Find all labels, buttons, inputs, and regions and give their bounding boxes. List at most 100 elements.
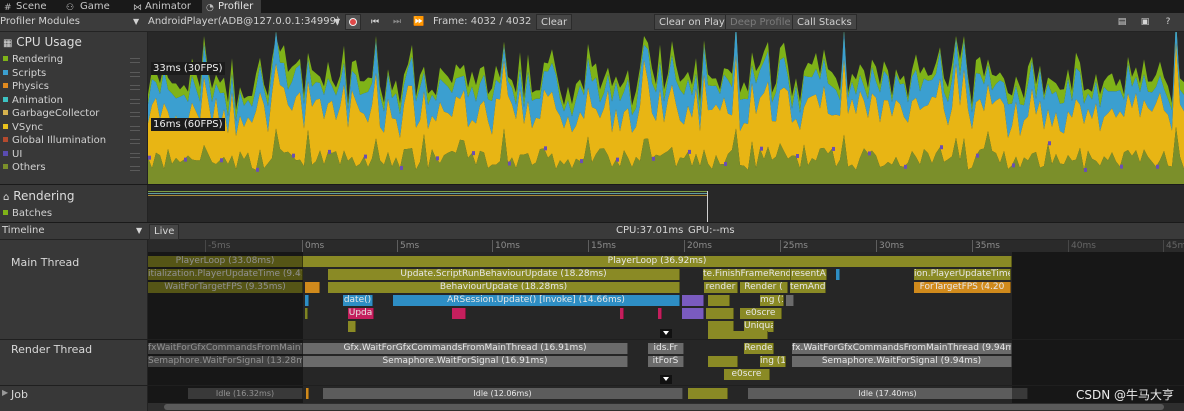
rendering-chart[interactable]	[148, 185, 1184, 222]
drag-handle-icon[interactable]	[130, 112, 140, 117]
timeline-sample[interactable]	[786, 295, 794, 306]
clear-on-play-toggle[interactable]: Clear on Play	[654, 14, 730, 30]
legend-item-animation[interactable]: Animation	[3, 94, 143, 108]
timeline-sample[interactable]: Idle (17.40ms)	[748, 388, 1028, 399]
tab-animator[interactable]: ⋈ Animator	[133, 1, 191, 13]
timeline-sample[interactable]: Uniqua	[744, 321, 774, 332]
timeline-sample[interactable]	[708, 321, 734, 332]
timeline-sample[interactable]: itialization.PlayerUpdateTime (9.41ms	[148, 269, 303, 280]
legend-item-scripts[interactable]: Scripts	[3, 67, 143, 81]
timeline-sample[interactable]: render	[704, 282, 738, 293]
timeline-sample[interactable]	[305, 308, 308, 319]
drag-handle-icon[interactable]	[130, 71, 140, 77]
job-thread-lane[interactable]: Idle (16.32ms) Idle (12.06ms) Idle (17.4…	[148, 386, 1184, 403]
timeline-sample[interactable]: Semaphore.WaitForSignal (16.91ms)	[303, 356, 628, 367]
timeline-sample[interactable]	[706, 308, 734, 319]
timeline-sample[interactable]: Gfx.WaitForGfxCommandsFromMainThread (16…	[303, 343, 628, 354]
timeline-sample[interactable]: date()	[343, 295, 373, 306]
timeline-sample[interactable]: ids.Fr	[648, 343, 684, 354]
timeline-sample[interactable]: mg (1.5	[760, 295, 784, 306]
timeline-sample[interactable]: te.FinishFrameRende	[703, 269, 791, 280]
drag-handle-icon[interactable]	[130, 166, 140, 171]
timeline-sample[interactable]	[348, 321, 356, 332]
record-button[interactable]	[345, 14, 361, 30]
legend-item-rendering[interactable]: Rendering	[3, 53, 143, 67]
timeline-sample[interactable]	[708, 295, 730, 306]
legend-item-global-illumination[interactable]: Global Illumination	[3, 134, 143, 148]
timeline-sample[interactable]	[708, 356, 738, 367]
drag-handle-icon[interactable]	[130, 125, 140, 131]
expand-stack-icon[interactable]	[660, 329, 672, 338]
save-button[interactable]: ▣	[1136, 14, 1154, 30]
timeline-sample[interactable]	[682, 295, 704, 306]
current-frame-button[interactable]: ⏩	[410, 14, 428, 30]
timeline-sample[interactable]: Upda	[348, 308, 374, 319]
timeline-sample[interactable]	[688, 388, 728, 399]
timeline-sample[interactable]: temAnd	[790, 282, 826, 293]
previous-frame-button[interactable]: ⏮	[366, 14, 384, 30]
cpu-usage-module-title[interactable]: ▦ CPU Usage	[3, 35, 82, 49]
render-thread-lane[interactable]: fxWaitForGfxCommandsFromMainThread ( Gfx…	[148, 340, 1184, 385]
timeline-sample[interactable]: itForS	[648, 356, 684, 367]
legend-item-vsync[interactable]: VSync	[3, 121, 143, 135]
timeline-sample[interactable]: resentA	[791, 269, 827, 280]
timeline-sample[interactable]: BehaviourUpdate (18.28ms)	[328, 282, 680, 293]
load-button[interactable]: ▤	[1113, 14, 1131, 30]
drag-handle-icon[interactable]	[130, 98, 140, 104]
timeline-sample[interactable]: Render (	[740, 282, 788, 293]
clear-button[interactable]: Clear	[536, 14, 573, 30]
timeline-sample[interactable]: ForTargetFPS (4.20	[914, 282, 1011, 293]
scrollbar-thumb[interactable]	[164, 404, 1164, 410]
timeline-sample[interactable]	[620, 308, 624, 319]
timeline-sample[interactable]	[452, 308, 466, 319]
timeline-sample[interactable]: Semaphore.WaitForSignal (13.28ms)	[148, 356, 303, 367]
timeline-sample[interactable]	[836, 269, 840, 280]
timeline-sample[interactable]: Rende	[744, 343, 774, 354]
timeline-sample[interactable]: PlayerLoop (36.92ms)	[303, 256, 1012, 267]
drag-handle-icon[interactable]	[130, 85, 140, 90]
timeline-sample[interactable]	[306, 388, 309, 399]
timeline-sample[interactable]	[305, 295, 309, 306]
next-frame-button[interactable]: ⏭	[388, 14, 406, 30]
live-toggle[interactable]: Live	[149, 224, 180, 240]
view-mode-dropdown[interactable]: Timeline ▼	[0, 223, 147, 239]
timeline-sample[interactable]: Update.ScriptRunBehaviourUpdate (18.28ms…	[328, 269, 680, 280]
legend-item-batches[interactable]: Batches	[3, 207, 143, 221]
timeline-horizontal-scrollbar[interactable]	[148, 403, 1184, 411]
drag-handle-icon[interactable]	[130, 58, 140, 63]
legend-item-physics[interactable]: Physics	[3, 80, 143, 94]
timeline-sample[interactable]: fxWaitForGfxCommandsFromMainThread (	[148, 343, 303, 354]
timeline-sample[interactable]: ing (1.5	[760, 356, 786, 367]
timeline-sample[interactable]: ARSession.Update() [Invoke] (14.66ms)	[393, 295, 680, 306]
profiler-modules-dropdown[interactable]: Profiler Modules ▼	[0, 14, 147, 30]
timeline-sample[interactable]: WaitForTargetFPS (9.35ms)	[148, 282, 303, 293]
legend-item-others[interactable]: Others	[3, 161, 143, 175]
attach-target-dropdown[interactable]: AndroidPlayer(ADB@127.0.0.1:34999) ▼	[148, 14, 342, 30]
timeline-sample[interactable]	[305, 282, 320, 293]
timeline-sample[interactable]: Idle (12.06ms)	[323, 388, 683, 399]
drag-handle-icon[interactable]	[130, 152, 140, 158]
main-thread-label[interactable]: Main Thread	[0, 240, 148, 339]
timeline-sample[interactable]: Idle (16.32ms)	[188, 388, 303, 399]
timeline-sample[interactable]	[708, 331, 768, 339]
cpu-usage-chart[interactable]	[148, 32, 1184, 184]
timeline-sample[interactable]: e0scre	[740, 308, 782, 319]
timeline-sample[interactable]: PlayerLoop (33.08ms)	[148, 256, 303, 267]
timeline-sample[interactable]	[682, 308, 704, 319]
deep-profile-toggle[interactable]: Deep Profile	[725, 14, 796, 30]
timeline-sample[interactable]: Semaphore.WaitForSignal (9.94ms)	[792, 356, 1012, 367]
rendering-module-title[interactable]: ⌂ Rendering	[3, 189, 75, 203]
help-button[interactable]: ?	[1159, 14, 1177, 30]
legend-item-ui[interactable]: UI	[3, 148, 143, 162]
call-stacks-toggle[interactable]: Call Stacks	[792, 14, 857, 30]
render-thread-label[interactable]: Render Thread	[0, 340, 148, 385]
tab-game[interactable]: ⚇ Game	[66, 1, 110, 13]
timeline-sample[interactable]: e0scre	[724, 369, 770, 380]
main-thread-lane[interactable]: PlayerLoop (33.08ms) PlayerLoop (36.92ms…	[148, 252, 1184, 339]
tab-profiler[interactable]: ◔ Profiler	[202, 0, 262, 13]
job-thread-label[interactable]: ▶ Job	[0, 386, 148, 411]
timeline-sample[interactable]: ion.PlayerUpdateTime (	[914, 269, 1011, 280]
timeline-sample[interactable]: fx.WaitForGfxCommandsFromMainThread (9.9…	[792, 343, 1012, 354]
drag-handle-icon[interactable]	[130, 139, 140, 144]
tab-scene[interactable]: # Scene	[4, 1, 47, 13]
